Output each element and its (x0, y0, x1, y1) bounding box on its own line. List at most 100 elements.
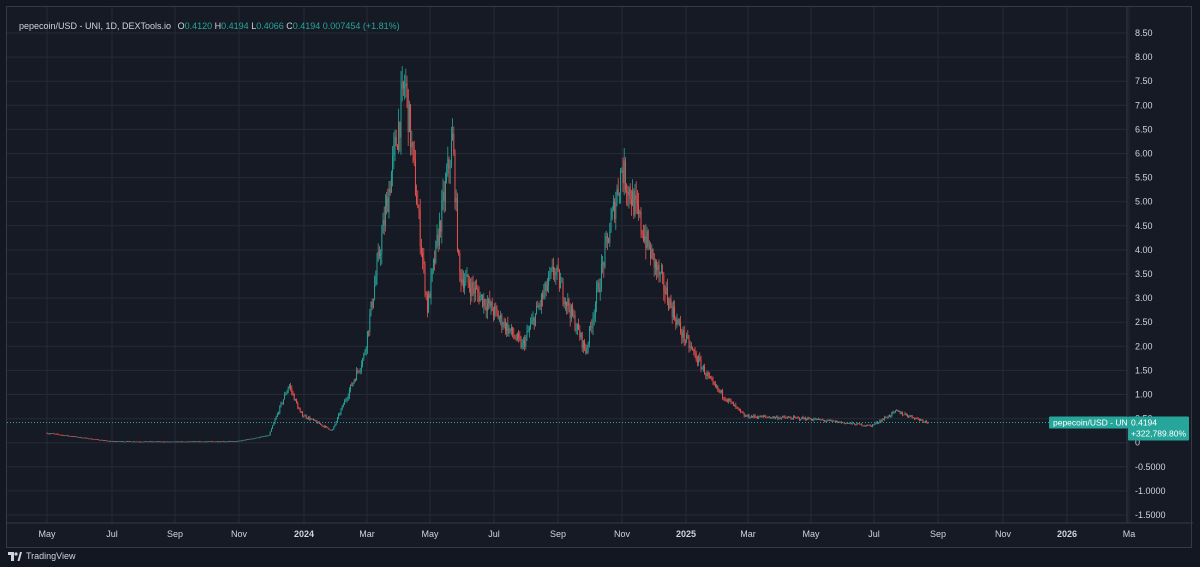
candle-body (744, 415, 746, 417)
candle-body (470, 287, 472, 296)
candle-body (218, 441, 220, 443)
candle-body (664, 291, 666, 294)
candle-body (758, 417, 760, 419)
candle-body (920, 419, 922, 421)
candle-body (458, 249, 460, 254)
candle-body (208, 441, 210, 443)
candle-body (526, 331, 528, 337)
candle-body (488, 299, 490, 304)
symbol-title[interactable]: pepecoin/USD - UNI, 1D, DEXTools.io (19, 21, 172, 31)
candle-body (926, 420, 928, 423)
candle-body (83, 437, 85, 439)
candle-body (702, 366, 704, 368)
candle-body (532, 317, 534, 320)
candle-body (357, 370, 359, 372)
candle-body (510, 327, 512, 331)
candle-body (778, 417, 780, 419)
candle-body (266, 435, 268, 437)
candle-body (809, 418, 811, 420)
candle-body (426, 294, 428, 313)
candle-body (107, 440, 109, 442)
candle-body (167, 441, 169, 443)
candle-body (822, 419, 824, 421)
candle-body (424, 264, 426, 293)
candle-body (371, 301, 373, 308)
candle-body (201, 441, 203, 443)
candle-body (634, 195, 636, 216)
candle-body (735, 404, 737, 407)
candle-body (384, 206, 386, 226)
candle-body (785, 417, 787, 419)
candle-body (569, 309, 571, 319)
candle-body (584, 340, 586, 349)
candle-body (50, 433, 52, 435)
candle-body (431, 268, 433, 276)
candle-body (59, 434, 61, 436)
candle-body (154, 441, 156, 443)
candle-body (158, 441, 160, 443)
candle-body (260, 436, 262, 438)
candle-body (64, 435, 66, 437)
candle-body (633, 191, 635, 216)
candle-body (606, 236, 608, 238)
candle-body (660, 271, 662, 273)
candle-body (293, 393, 295, 401)
candle-body (921, 419, 923, 421)
candle-body (473, 288, 475, 294)
x-tick-label: Mar (359, 529, 375, 539)
candle-body (144, 441, 146, 443)
candle-body (779, 417, 781, 419)
candle-body (519, 336, 521, 339)
candle-body (443, 191, 445, 202)
candle-body (396, 146, 398, 150)
candle-body (160, 441, 162, 443)
candle-body (776, 416, 778, 418)
candle-body (699, 357, 701, 360)
candle-body (767, 417, 769, 418)
candle-body (863, 425, 865, 427)
candle-body (214, 441, 216, 443)
candle-body (191, 441, 193, 443)
candle-body (80, 436, 82, 438)
y-tick-label: 4.00 (1135, 245, 1153, 255)
candle-body (894, 410, 896, 412)
change-pct-label: +322,789.80% (1131, 428, 1187, 438)
candle-body (380, 254, 382, 257)
candle-body (687, 335, 689, 338)
candle-body (507, 323, 509, 334)
candle-body (483, 299, 485, 307)
candle-body (924, 420, 926, 422)
tradingview-branding[interactable]: TradingView (8, 549, 76, 563)
candle-body (567, 299, 569, 307)
candle-body (254, 438, 256, 439)
candle-body (418, 207, 420, 211)
candle-body (112, 441, 114, 442)
candle-body (173, 441, 175, 443)
candle-body (106, 440, 108, 442)
candle-body (238, 440, 240, 442)
candle-body (275, 416, 277, 420)
chart-frame[interactable]: 8.50 8.00 7.50 7.00 6.50 6.00 5.50 5.00 4.50 4.00… (6, 6, 1193, 549)
candle-body (63, 435, 65, 436)
candle-body (729, 398, 731, 401)
candle-body (251, 438, 253, 440)
candle-body (376, 260, 378, 277)
candle-body (676, 319, 678, 325)
candle-body (828, 419, 830, 421)
candle-body (156, 441, 158, 443)
candle-body (118, 441, 120, 442)
candle-body (718, 389, 720, 391)
candle-body (394, 136, 396, 145)
candle-body (624, 160, 626, 190)
candle-body (724, 398, 726, 400)
candle-body (515, 338, 517, 340)
candle-body (506, 323, 508, 332)
price-chart[interactable]: 8.50 8.00 7.50 7.00 6.50 6.00 5.50 5.00 4.50 4.00… (7, 7, 1193, 549)
candle-body (885, 417, 887, 419)
y-tick-label: 6.50 (1135, 124, 1153, 134)
candle-body (591, 326, 593, 328)
candle-body (168, 441, 170, 443)
candle-body (480, 294, 482, 296)
candle-body (552, 266, 554, 275)
candle-body (290, 385, 292, 389)
